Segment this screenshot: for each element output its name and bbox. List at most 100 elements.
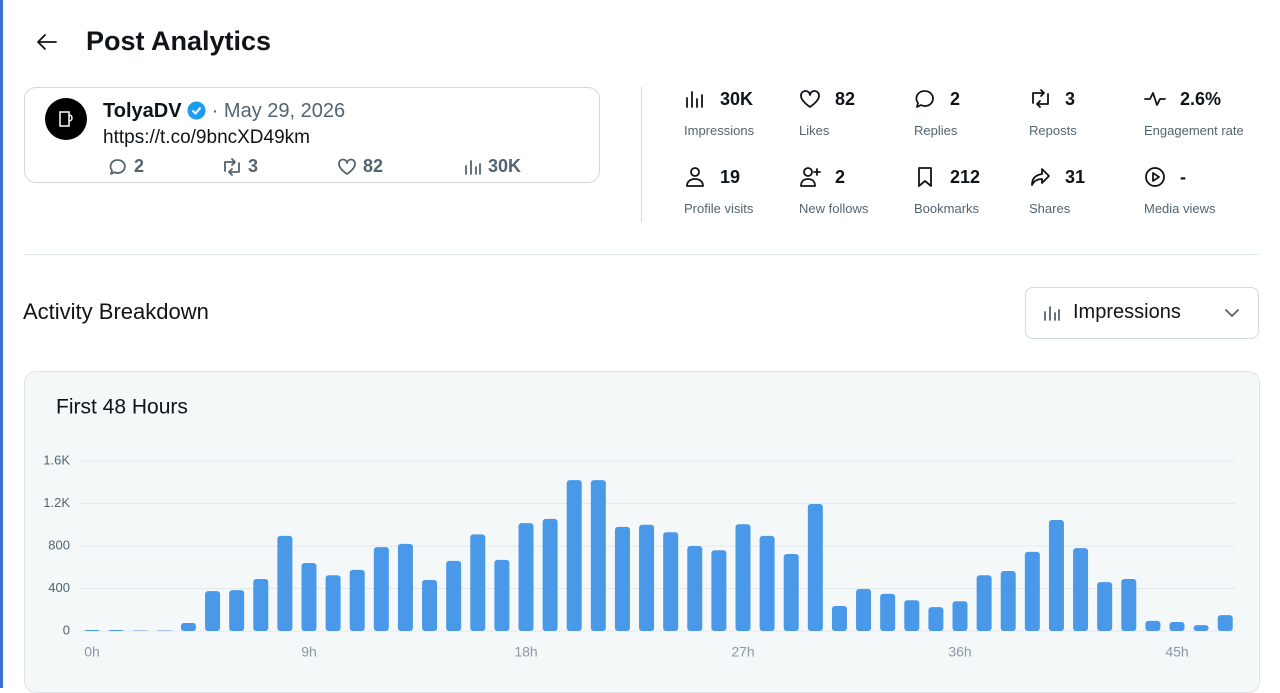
like-count: 82 xyxy=(363,156,384,176)
bar xyxy=(84,629,100,631)
bar xyxy=(856,589,872,631)
separator: · xyxy=(211,100,219,122)
y-tick-label: 400 xyxy=(48,580,70,595)
metric-dropdown[interactable]: Impressions xyxy=(1025,287,1259,339)
bar xyxy=(711,550,727,631)
bar xyxy=(1145,620,1161,631)
metric-label: Bookmarks xyxy=(914,201,980,216)
metric-icon xyxy=(1144,88,1168,112)
bar xyxy=(205,591,221,631)
bar xyxy=(542,518,558,631)
back-button[interactable] xyxy=(34,30,60,54)
metric-label: Media views xyxy=(1144,201,1216,216)
chart: First 48 Hours 0 400 800 1.2K 1.6K 0h 9h 18h 27h… xyxy=(43,396,1235,660)
divider xyxy=(641,87,642,222)
icon xyxy=(1144,92,1166,106)
bar xyxy=(229,590,245,631)
x-tick-label: 45h xyxy=(1165,644,1188,660)
bar xyxy=(880,593,896,631)
metric-label: Profile visits xyxy=(684,201,754,216)
metric-value: 30K xyxy=(720,89,754,109)
post-header: TolyaDV · May 29, 2026 xyxy=(103,100,345,123)
y-tick-label: 1.2K xyxy=(43,495,70,510)
icon xyxy=(1031,168,1050,186)
bar xyxy=(807,504,823,631)
metric-value: 2 xyxy=(835,167,846,187)
metric-value: 2.6% xyxy=(1180,89,1222,109)
x-tick-label: 9h xyxy=(301,644,317,660)
y-tick-label: 0 xyxy=(63,622,70,637)
window-edge xyxy=(0,0,3,688)
bar xyxy=(1169,621,1185,631)
bar xyxy=(1121,578,1137,631)
y-tick-label: 800 xyxy=(48,537,70,552)
post-stats: 2 3 82 30K xyxy=(108,156,588,178)
metric-icon xyxy=(914,88,938,112)
post-link[interactable]: https://t.co/9bncXD49km xyxy=(103,127,310,148)
bar xyxy=(904,600,920,631)
bar xyxy=(928,607,944,631)
metric-icon xyxy=(684,88,708,112)
bar xyxy=(180,623,196,631)
bar xyxy=(470,534,486,631)
like-icon xyxy=(338,158,356,175)
icon xyxy=(800,90,820,108)
repost-icon xyxy=(224,158,240,176)
metric-value: 2 xyxy=(950,89,961,109)
bar xyxy=(614,526,630,631)
bar xyxy=(1048,519,1064,631)
views-count: 30K xyxy=(488,156,522,176)
metric-icon xyxy=(1029,88,1053,112)
icon xyxy=(800,167,821,187)
divider xyxy=(24,254,1259,255)
icon xyxy=(686,167,704,187)
bar xyxy=(1193,625,1209,631)
author: TolyaDV xyxy=(103,100,182,122)
icon xyxy=(686,91,703,108)
metric-icon xyxy=(684,166,708,190)
bar xyxy=(1000,570,1016,631)
metric-value: - xyxy=(1180,167,1186,187)
metric-label: New follows xyxy=(799,201,869,216)
bar xyxy=(156,630,172,631)
verified-badge xyxy=(187,101,206,120)
metric-label: Impressions xyxy=(684,123,755,138)
bar xyxy=(952,601,968,631)
metric-value: 31 xyxy=(1065,167,1086,187)
metric-value: 3 xyxy=(1065,89,1076,109)
bar xyxy=(1024,551,1040,631)
chevron xyxy=(1225,309,1239,317)
reply-icon xyxy=(109,159,126,175)
bar xyxy=(783,553,799,631)
bar xyxy=(831,606,847,631)
views-icon xyxy=(465,160,481,175)
bar xyxy=(566,480,582,631)
bar xyxy=(349,569,365,631)
dropdown-icon xyxy=(1044,306,1060,321)
avatar xyxy=(45,98,87,140)
x-tick-label: 0h xyxy=(84,644,100,660)
bar xyxy=(735,524,751,631)
metric-label: Engagement rate xyxy=(1144,123,1244,138)
post-card[interactable] xyxy=(24,87,600,183)
bar xyxy=(759,535,775,631)
x-tick-label: 36h xyxy=(948,644,971,660)
bar xyxy=(1217,615,1233,631)
metric-label: Replies xyxy=(914,123,958,138)
repost-count: 3 xyxy=(248,156,259,176)
icon xyxy=(1145,167,1165,187)
metric-label: Reposts xyxy=(1029,123,1077,138)
metric-icon xyxy=(1144,166,1168,190)
bar xyxy=(277,535,293,631)
bar xyxy=(1097,582,1113,631)
chart-title: First 48 Hours xyxy=(56,396,188,419)
post-date: May 29, 2026 xyxy=(223,100,346,122)
bar xyxy=(132,630,148,631)
icon xyxy=(915,90,934,108)
bar xyxy=(518,523,534,631)
bar xyxy=(687,546,703,631)
bar xyxy=(1073,548,1089,631)
dropdown-label: Impressions xyxy=(1073,301,1181,323)
bar xyxy=(976,575,992,631)
reply-count: 2 xyxy=(134,156,145,176)
